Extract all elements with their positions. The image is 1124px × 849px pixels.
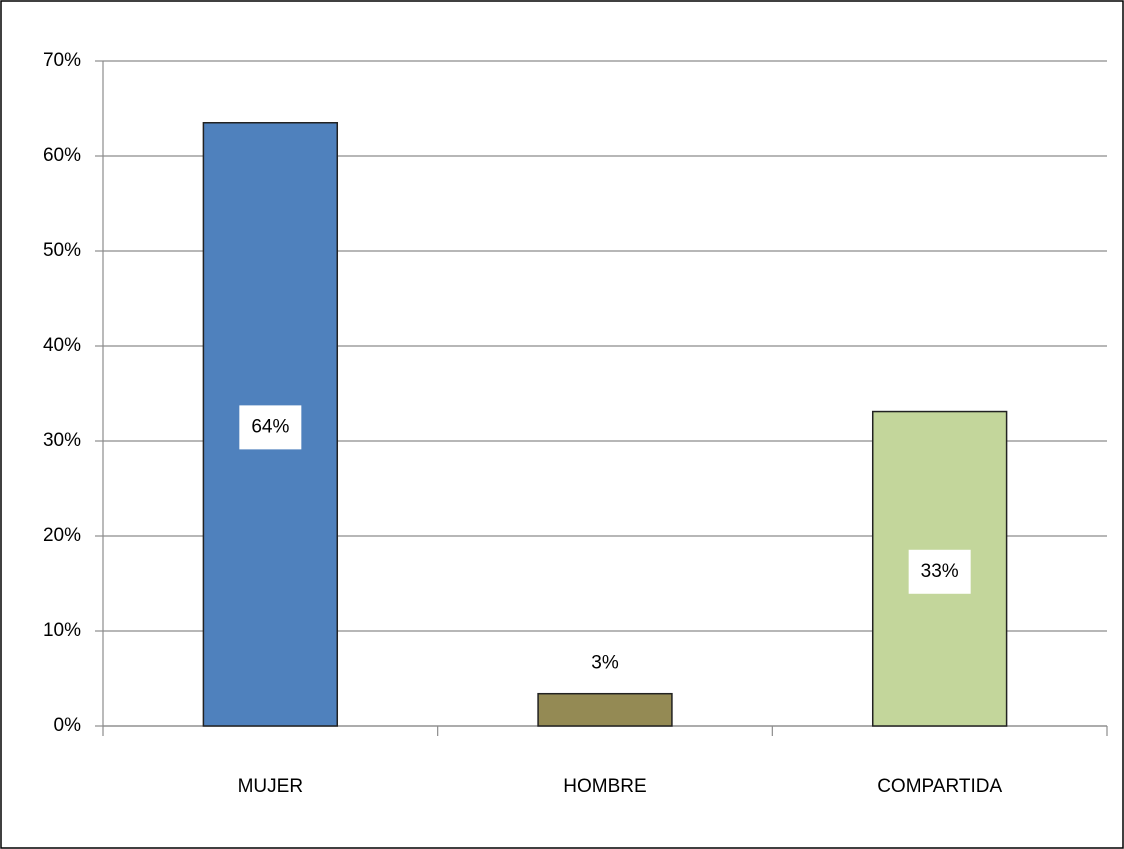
y-tick-label: 70% [43,50,81,71]
data-label: 3% [591,653,619,674]
x-tick-label: COMPARTIDA [877,776,1002,797]
y-tick-label: 10% [43,620,81,641]
bar [202,122,339,727]
y-tick-label: 60% [43,145,81,166]
y-tick-label: 50% [43,240,81,261]
bar [537,692,673,727]
y-tick-label: 0% [54,715,82,736]
x-tick-label: MUJER [238,776,303,797]
x-tick-label: HOMBRE [563,776,646,797]
data-label: 33% [921,561,959,582]
data-label: 64% [251,416,289,437]
y-tick-label: 30% [43,430,81,451]
data-label-box [239,405,302,450]
y-tick-label: 20% [43,525,81,546]
y-tick-label: 40% [43,335,81,356]
data-label-box [908,549,971,594]
